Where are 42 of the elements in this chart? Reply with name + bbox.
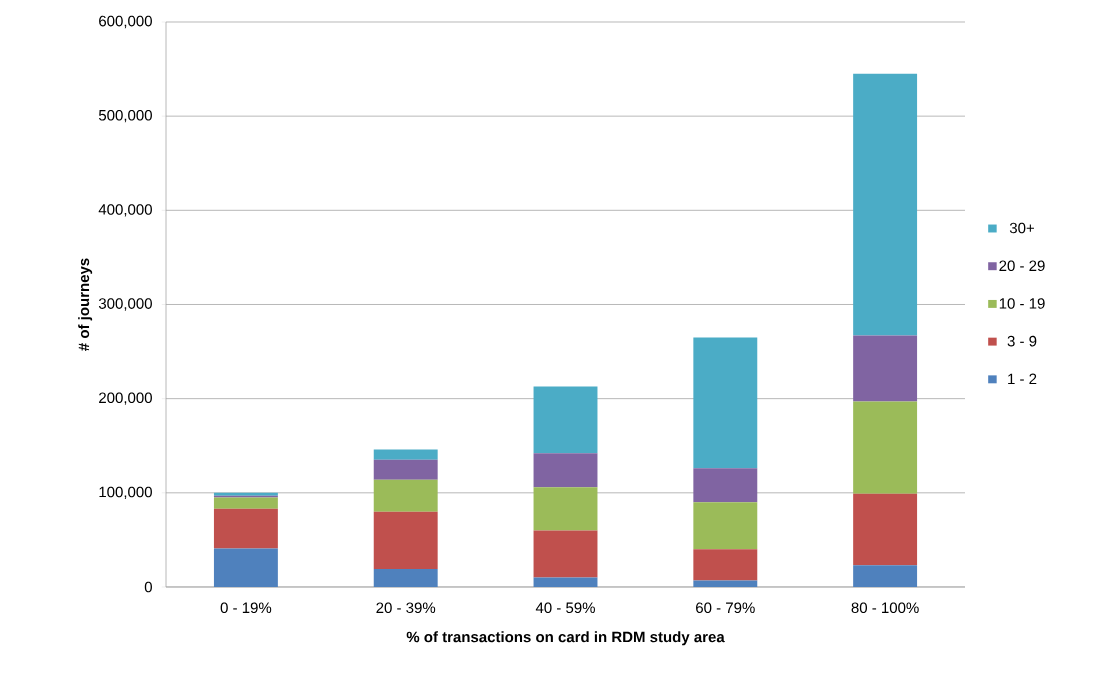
bar (533, 386, 598, 454)
bar (373, 449, 438, 460)
bar (693, 502, 758, 550)
bar (373, 479, 438, 512)
bar (853, 565, 918, 587)
x-tick-label: 0 - 19% (220, 602, 272, 614)
y-tick-label: 0 (144, 581, 152, 593)
legend-label: 30+ (1009, 222, 1034, 234)
x-axis-title: % of transactions on card in RDM study area (406, 631, 725, 646)
bar (693, 580, 758, 587)
bar (693, 468, 758, 503)
bar (693, 337, 758, 469)
bar (533, 487, 598, 531)
bar (373, 569, 438, 587)
bar (533, 530, 598, 578)
x-tick-label: 80 - 100% (851, 602, 919, 614)
bar (213, 508, 278, 549)
bar (533, 577, 598, 587)
legend-label: 10 - 19 (999, 298, 1045, 309)
legend-label: 3 - 9 (1007, 335, 1037, 347)
bar (533, 453, 598, 488)
bar (853, 73, 918, 336)
y-tick-label: 500,000 (98, 109, 152, 123)
legend-label: 20 - 29 (999, 260, 1045, 272)
y-tick-label: 300,000 (98, 298, 152, 311)
y-axis-title: # of journeys (78, 258, 93, 351)
y-tick-label: 600,000 (99, 15, 152, 29)
x-tick-label: 60 - 79% (696, 602, 755, 614)
x-tick-label: 20 - 39% (376, 602, 436, 614)
x-tick-label: 40 - 59% (535, 602, 595, 614)
bar (213, 548, 278, 587)
y-tick-label: 100,000 (99, 486, 152, 500)
bar (213, 497, 278, 509)
bar (853, 335, 918, 402)
bar (853, 493, 918, 566)
y-tick-label: 400,000 (98, 204, 152, 217)
bar (853, 401, 918, 494)
y-tick-label: 200,000 (99, 392, 152, 405)
bar (373, 459, 438, 480)
bar (373, 511, 438, 570)
legend-label: 1 - 2 (1008, 373, 1037, 385)
bar (693, 549, 758, 581)
